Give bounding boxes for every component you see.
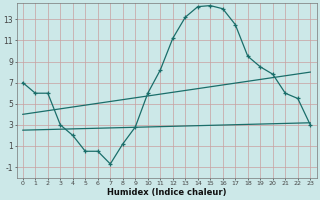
- X-axis label: Humidex (Indice chaleur): Humidex (Indice chaleur): [107, 188, 226, 197]
